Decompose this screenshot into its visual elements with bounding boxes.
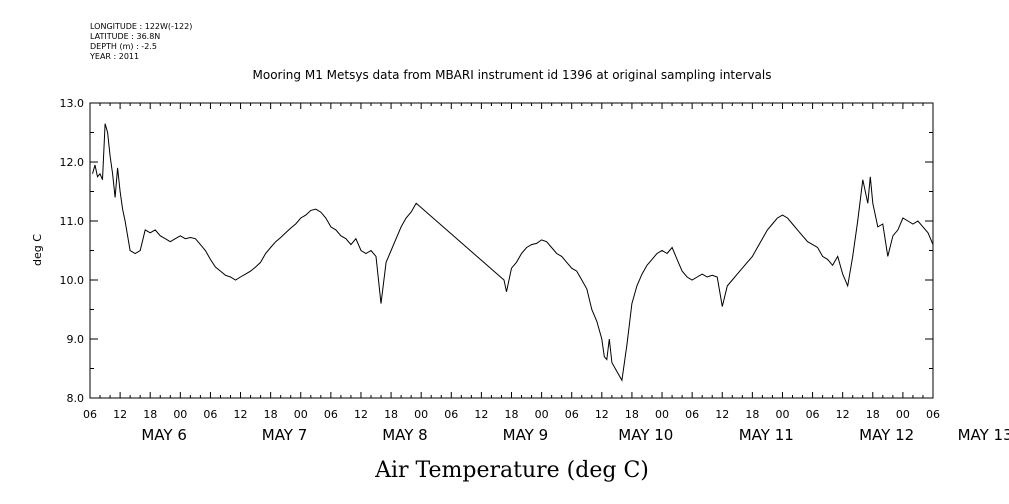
y-tick-label: 8.0 xyxy=(67,392,85,405)
x-tick-label: 12 xyxy=(836,408,850,421)
x-tick-label: 12 xyxy=(234,408,248,421)
meta-depth: DEPTH (m) : -2.5 xyxy=(90,42,157,51)
x-tick-label: 06 xyxy=(203,408,217,421)
x-tick-labels: 06 12 18 00 06 12 18 00 06 12 18 00 06 12 18 00 06 12 18 00… xyxy=(83,408,940,421)
x-tick-label: 06 xyxy=(444,408,458,421)
meta-year: YEAR : 2011 xyxy=(89,52,139,61)
x-tick-label: 18 xyxy=(143,408,157,421)
x-tick-label: 00 xyxy=(414,408,428,421)
air-temperature-line xyxy=(92,123,934,382)
plot-frame xyxy=(89,102,934,399)
x-tick-label: 06 xyxy=(324,408,338,421)
x-tick-label: 00 xyxy=(173,408,187,421)
axis-ticks xyxy=(89,102,934,399)
x-tick-label: 06 xyxy=(685,408,699,421)
chart-title: Mooring M1 Metsys data from MBARI instru… xyxy=(253,68,772,82)
x-tick-label: 18 xyxy=(264,408,278,421)
x-tick-label: 12 xyxy=(715,408,729,421)
x-tick-label: 00 xyxy=(775,408,789,421)
y-tick-label: 10.0 xyxy=(60,274,85,287)
x-tick-label: 12 xyxy=(354,408,368,421)
x-date-label: MAY 10 xyxy=(618,426,673,444)
meta-latitude: LATITUDE : 36.8N xyxy=(90,32,160,41)
x-axis-title: Air Temperature (deg C) xyxy=(374,458,649,483)
y-tick-label: 12.0 xyxy=(60,156,85,169)
x-tick-label: 12 xyxy=(595,408,609,421)
y-axis-label: deg C xyxy=(31,234,44,266)
x-date-label: MAY 12 xyxy=(859,426,914,444)
meta-longitude: LONGITUDE : 122W(-122) xyxy=(90,22,192,31)
x-date-labels: MAY 6 MAY 7 MAY 8 MAY 9 MAY 10 MAY 11 MAY 12 MA… xyxy=(141,426,1009,444)
x-date-label: MAY 11 xyxy=(739,426,794,444)
x-tick-label: 00 xyxy=(655,408,669,421)
x-tick-label: 00 xyxy=(896,408,910,421)
x-tick-label: 06 xyxy=(926,408,940,421)
metadata-header: LONGITUDE : 122W(-122) LATITUDE : 36.8N … xyxy=(89,22,192,61)
y-tick-labels: 8.0 9.0 10.0 11.0 12.0 13.0 xyxy=(60,97,85,405)
x-tick-label: 18 xyxy=(384,408,398,421)
x-tick-label: 18 xyxy=(625,408,639,421)
x-date-label: MAY 8 xyxy=(382,426,428,444)
y-tick-label: 13.0 xyxy=(60,97,85,110)
x-tick-label: 06 xyxy=(565,408,579,421)
x-tick-label: 06 xyxy=(83,408,97,421)
x-tick-label: 12 xyxy=(474,408,488,421)
x-date-label: MAY 6 xyxy=(141,426,187,444)
x-date-label: MAY 7 xyxy=(262,426,308,444)
x-tick-label: 12 xyxy=(113,408,127,421)
x-tick-label: 00 xyxy=(294,408,308,421)
x-tick-label: 06 xyxy=(806,408,820,421)
x-tick-label: 00 xyxy=(535,408,549,421)
x-tick-label: 18 xyxy=(505,408,519,421)
y-tick-label: 11.0 xyxy=(60,215,85,228)
x-date-label: MAY 13 xyxy=(958,426,1009,444)
x-tick-label: 18 xyxy=(866,408,880,421)
x-date-label: MAY 9 xyxy=(503,426,549,444)
y-tick-label: 9.0 xyxy=(67,333,85,346)
x-tick-label: 18 xyxy=(745,408,759,421)
